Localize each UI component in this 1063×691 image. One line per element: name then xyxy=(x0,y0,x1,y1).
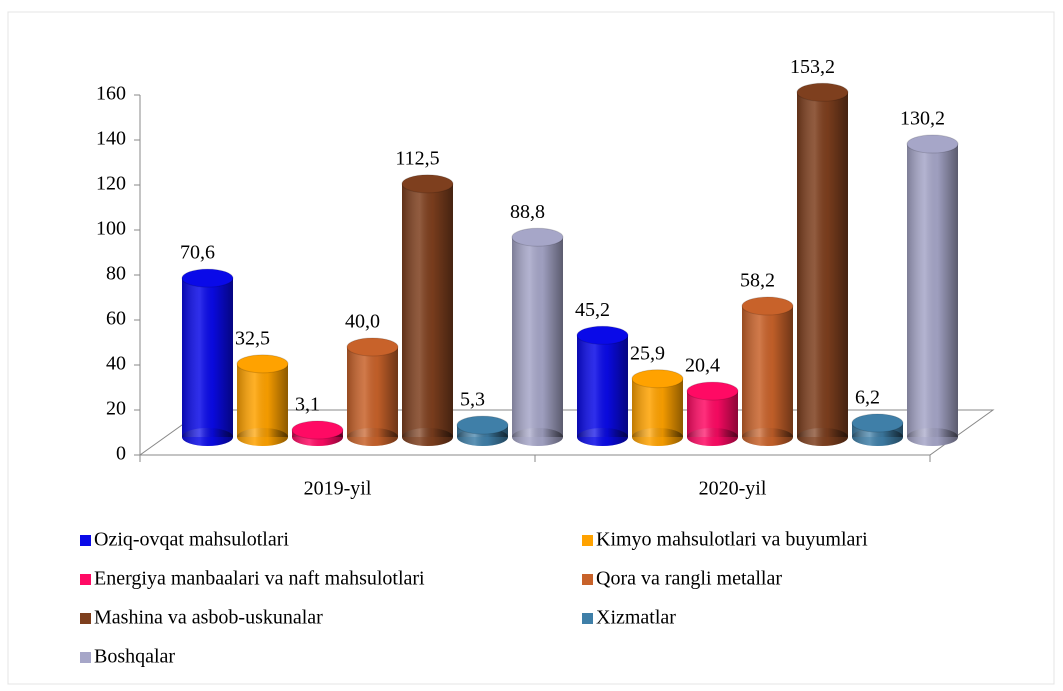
bar-top xyxy=(631,369,684,389)
bar-shade xyxy=(347,347,398,437)
bar-top xyxy=(236,354,289,374)
y-tick-label: 60 xyxy=(106,308,126,330)
y-tick-label: 80 xyxy=(106,263,126,285)
bar-top xyxy=(346,337,399,357)
legend-swatch xyxy=(80,613,91,624)
bar-top xyxy=(181,268,234,288)
legend-label: Energiya manbaalari va naft mahsulotlari xyxy=(94,568,425,590)
bar-top xyxy=(741,296,794,316)
legend-label: Qora va rangli metallar xyxy=(596,568,782,590)
y-tick-label: 120 xyxy=(96,173,126,195)
legend-swatch xyxy=(582,535,593,546)
data-label: 25,9 xyxy=(630,342,665,364)
data-label: 130,2 xyxy=(900,108,945,130)
data-label: 88,8 xyxy=(510,201,545,223)
bar-top xyxy=(906,134,959,154)
bar-top xyxy=(686,381,739,401)
x-tick-label: 2019-yil xyxy=(304,478,372,500)
bar-shade xyxy=(632,378,683,437)
legend-swatch xyxy=(582,613,593,624)
data-label: 3,1 xyxy=(295,394,320,416)
data-label: 153,2 xyxy=(790,56,835,78)
legend-label: Mashina va asbob-uskunalar xyxy=(94,607,323,629)
y-tick-label: 100 xyxy=(96,218,126,240)
data-label: 112,5 xyxy=(395,147,439,169)
bar-shade xyxy=(907,144,958,438)
y-tick-label: 0 xyxy=(116,443,126,465)
legend-swatch xyxy=(582,574,593,585)
legend-label: Oziq-ovqat mahsulotlari xyxy=(94,529,289,551)
legend-swatch xyxy=(80,535,91,546)
data-label: 6,2 xyxy=(855,387,880,409)
y-tick-label: 20 xyxy=(106,398,126,420)
y-tick-label: 40 xyxy=(106,353,126,375)
bar-shade xyxy=(742,306,793,437)
data-label: 20,4 xyxy=(685,355,720,377)
data-label: 32,5 xyxy=(235,327,270,349)
bar-shade xyxy=(237,363,288,437)
bar-shade xyxy=(512,237,563,437)
bar-shade xyxy=(797,92,848,438)
bar-shade xyxy=(182,278,233,437)
bar-top xyxy=(291,420,344,440)
bar-top xyxy=(456,415,509,435)
legend-label: Boshqalar xyxy=(94,646,175,668)
data-label: 5,3 xyxy=(460,389,485,411)
legend-label: Xizmatlar xyxy=(596,607,676,629)
y-tick-label: 140 xyxy=(96,128,126,150)
legend-label: Kimyo mahsulotlari va buyumlari xyxy=(596,529,868,551)
bar-top xyxy=(796,82,849,102)
bar-top xyxy=(576,325,629,345)
data-label: 40,0 xyxy=(345,311,380,333)
x-tick-label: 2020-yil xyxy=(699,478,767,500)
data-label: 45,2 xyxy=(575,299,610,321)
bar-shade xyxy=(402,183,453,437)
legend-swatch xyxy=(80,574,91,585)
legend-swatch xyxy=(80,652,91,663)
bar-top xyxy=(401,174,454,194)
data-label: 58,2 xyxy=(740,270,775,292)
data-label: 70,6 xyxy=(180,242,215,264)
y-tick-label: 160 xyxy=(96,83,126,105)
bar-shade xyxy=(577,335,628,437)
bar-top xyxy=(511,227,564,247)
bar-top xyxy=(851,413,904,433)
